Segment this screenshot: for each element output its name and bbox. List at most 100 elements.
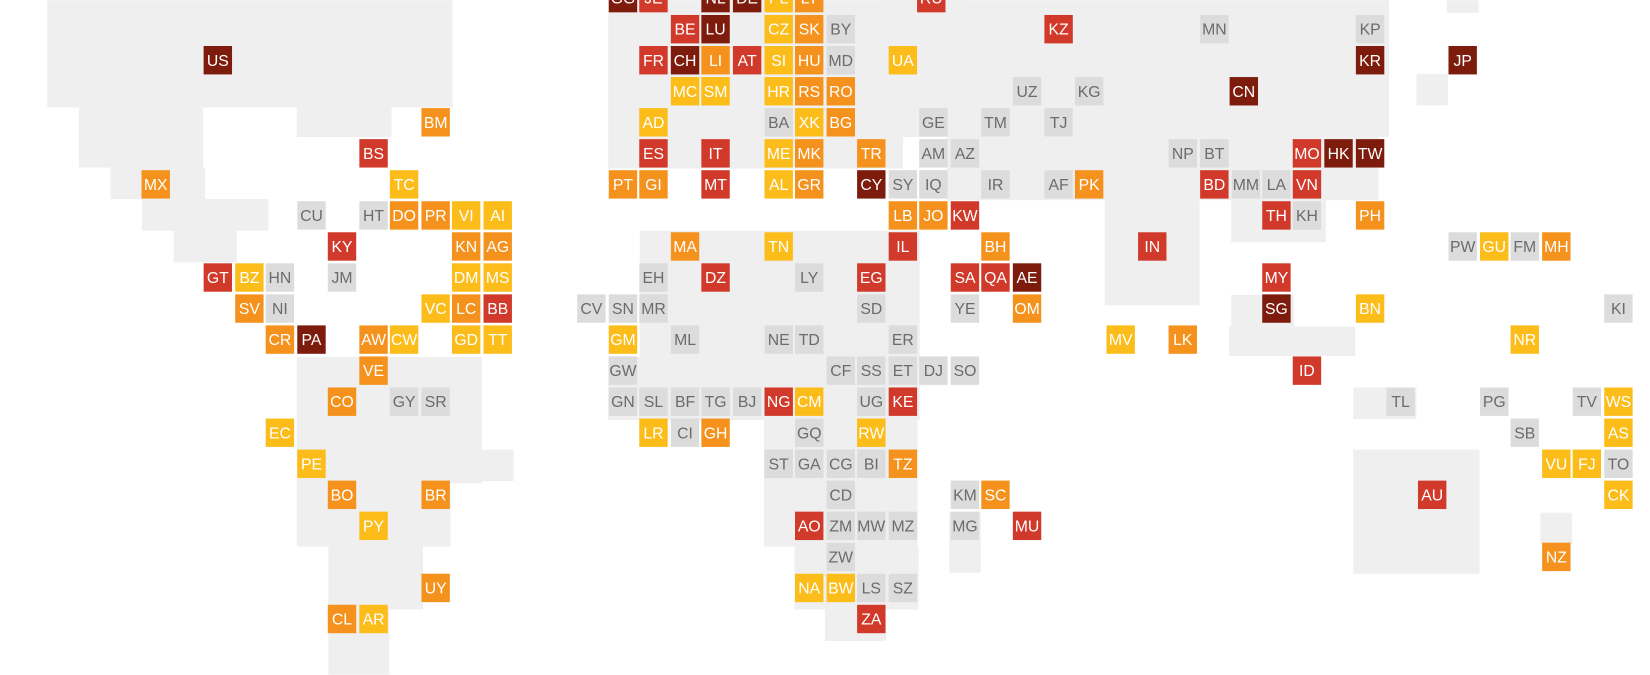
country-code: CV (580, 301, 602, 318)
country-tile: TH (1262, 201, 1291, 230)
country-tile: TV (1572, 387, 1602, 416)
country-tile: TM (981, 108, 1010, 137)
country-tile: TZ (888, 449, 918, 478)
tile-box (826, 480, 855, 510)
country-tile: CD (826, 480, 855, 510)
country-tile: RU (917, 0, 946, 13)
tile-box (639, 418, 668, 447)
country-tile: KM (950, 480, 980, 510)
country-tile: RS (795, 77, 824, 106)
country-code: MY (1265, 270, 1289, 287)
tile-box (608, 325, 638, 354)
country-code: GH (704, 425, 728, 442)
country-code: OM (1014, 301, 1039, 318)
tile-box (981, 108, 1010, 137)
country-tile: KP (1355, 14, 1385, 44)
country-tile: CM (795, 387, 824, 416)
country-code: LC (456, 301, 476, 318)
tile-box (359, 325, 388, 354)
country-tile: IL (888, 232, 918, 261)
tile-box (1292, 201, 1322, 230)
country-tile: GQ (795, 418, 824, 447)
tile-box (327, 232, 357, 261)
tile-box (483, 263, 512, 292)
country-tile: JP (1448, 46, 1477, 75)
country-tile: ER (888, 325, 918, 354)
country-code: MG (952, 518, 977, 535)
country-code: ZA (861, 612, 882, 629)
country-tile: AG (483, 232, 512, 261)
country-tile: BO (327, 480, 357, 510)
country-tile: IQ (919, 170, 948, 199)
tile-box (1355, 14, 1385, 44)
country-code: BN (1359, 301, 1381, 318)
country-code: CR (269, 332, 292, 349)
tile-box (826, 46, 855, 75)
country-tile: ME (764, 139, 793, 168)
tile-box (981, 263, 1010, 292)
country-tile: PR (421, 201, 450, 230)
country-tile: MR (639, 294, 668, 323)
tile-box (701, 139, 730, 168)
country-tile: BG (826, 108, 855, 137)
country-tile: LC (451, 294, 481, 323)
tile-box (795, 418, 824, 447)
country-code: JM (331, 270, 352, 287)
tile-box (888, 325, 918, 354)
country-tile: VI (451, 201, 481, 230)
country-tile: BA (764, 108, 793, 137)
tile-box (826, 511, 855, 541)
country-code: RU (920, 0, 943, 8)
country-code: US (207, 53, 229, 70)
tile-box (1262, 170, 1291, 199)
tile-box (764, 108, 793, 137)
country-tile: FR (639, 46, 668, 75)
country-tile: NE (764, 325, 793, 354)
country-tile: SI (764, 46, 793, 75)
country-tile: KN (451, 232, 481, 261)
tile-box (1168, 325, 1197, 354)
country-code: UZ (1017, 84, 1038, 101)
country-code: CM (797, 394, 822, 411)
tile-box (670, 387, 700, 416)
country-tile: KE (888, 387, 918, 416)
country-code: KW (952, 208, 978, 225)
tile-box (1044, 14, 1073, 44)
tile-box (639, 108, 668, 137)
country-code: MH (1544, 239, 1569, 256)
country-tile: PT (608, 170, 638, 199)
tile-box (235, 263, 264, 292)
country-code: AL (769, 177, 789, 194)
country-code: PL (769, 0, 789, 8)
tile-box (1510, 325, 1539, 354)
tile-box (1355, 139, 1385, 168)
tile-box (795, 139, 824, 168)
country-code: TR (861, 146, 882, 163)
country-tile: KH (1292, 201, 1322, 230)
tile-box (670, 325, 700, 354)
country-code: SZ (893, 580, 914, 597)
country-code: KI (1611, 301, 1626, 318)
country-tile: LB (888, 201, 918, 230)
country-code: CG (829, 456, 853, 473)
country-tile: SD (857, 294, 886, 323)
country-tile: UY (421, 573, 450, 603)
country-tile: SR (421, 387, 450, 416)
country-tile: PH (1355, 201, 1385, 230)
country-tile: PA (297, 325, 326, 354)
country-code: CN (1232, 84, 1255, 101)
country-tile: ZA (857, 604, 886, 634)
country-code: PR (425, 208, 447, 225)
tile-box (826, 573, 855, 603)
tile-box (389, 387, 419, 416)
country-tile: SS (857, 356, 886, 385)
country-tile: ZW (826, 542, 855, 572)
country-tile: PW (1448, 232, 1477, 261)
country-code: GW (609, 363, 636, 380)
country-code: BF (675, 394, 695, 411)
country-tile: KW (950, 201, 980, 230)
country-code: AF (1049, 177, 1069, 194)
country-code: TH (1266, 208, 1287, 225)
country-tile: TN (764, 232, 793, 261)
tile-box (795, 325, 824, 354)
